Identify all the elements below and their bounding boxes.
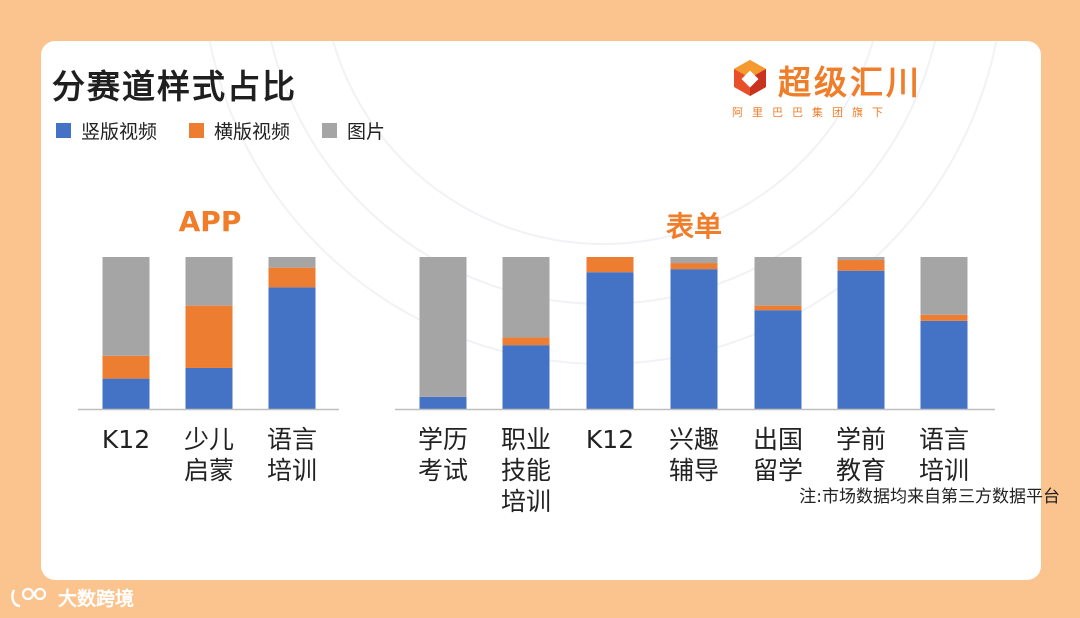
bar-segment: [185, 305, 233, 368]
legend: 竖版视频 横版视频 图片: [56, 117, 385, 144]
bar-segment: [920, 320, 968, 409]
bar-segment: [419, 396, 467, 409]
category-label: 出国 留学: [752, 425, 804, 485]
group-title-app: APP: [178, 205, 242, 238]
group-title-form: 表单: [665, 210, 723, 243]
bar-segment: [586, 272, 634, 409]
bar-segment: [670, 263, 718, 270]
bar-segment: [754, 310, 802, 409]
bar-segment: [920, 314, 968, 321]
category-label: 职业 技能 培训: [500, 425, 552, 516]
bar-segment: [102, 378, 150, 409]
legend-swatch: [56, 123, 71, 138]
bar-segment: [586, 257, 634, 273]
bar-segment: [670, 257, 718, 264]
legend-item: 横版视频: [189, 117, 290, 144]
watermark-text: 大数跨境: [58, 588, 135, 610]
bar-segment: [185, 257, 233, 306]
category-label: 兴趣 辅导: [668, 425, 720, 485]
legend-label: 图片: [347, 121, 386, 143]
bar-segment: [102, 355, 150, 379]
category-label: 语言 培训: [918, 425, 970, 485]
legend-label: 横版视频: [214, 121, 291, 143]
bar-segment: [502, 345, 550, 409]
bar-segment: [754, 305, 802, 311]
brand-subtitle: 阿里巴巴集团旗下: [732, 106, 892, 119]
category-label: 学前 教育: [835, 425, 887, 485]
bar-segment: [754, 257, 802, 306]
footnote: 注:市场数据均来自第三方数据平台: [799, 487, 1060, 507]
bar-segment: [837, 260, 885, 271]
legend-label: 竖版视频: [81, 121, 158, 143]
bar-segment: [837, 270, 885, 409]
legend-swatch: [189, 123, 205, 138]
bar-segment: [502, 257, 550, 338]
brand-name: 超级汇川: [778, 63, 922, 102]
brand-logo-icon: [734, 60, 766, 96]
bar-segment: [670, 269, 718, 409]
bar-segment: [837, 257, 885, 261]
category-label: 学历 考试: [417, 425, 469, 485]
category-label: K12: [585, 425, 635, 454]
watermark: 大数跨境: [10, 584, 134, 611]
chart-title: 分赛道样式占比: [52, 67, 297, 106]
category-label: 少儿 启蒙: [183, 425, 235, 485]
bar-segment: [502, 337, 550, 346]
bar-segment: [102, 257, 150, 356]
bar-segment: [920, 257, 968, 315]
watermark-logo-icon: [11, 587, 47, 607]
legend-swatch: [322, 123, 338, 138]
legend-item: 图片: [322, 117, 385, 144]
bar-segment: [268, 267, 316, 288]
category-label: 语言 培训: [266, 425, 318, 485]
bar-segment: [185, 367, 233, 409]
bar-segment: [268, 257, 316, 268]
category-label: K12: [101, 425, 151, 454]
legend-item: 竖版视频: [56, 117, 157, 144]
bar-segment: [268, 287, 316, 409]
bar-segment: [419, 257, 467, 397]
